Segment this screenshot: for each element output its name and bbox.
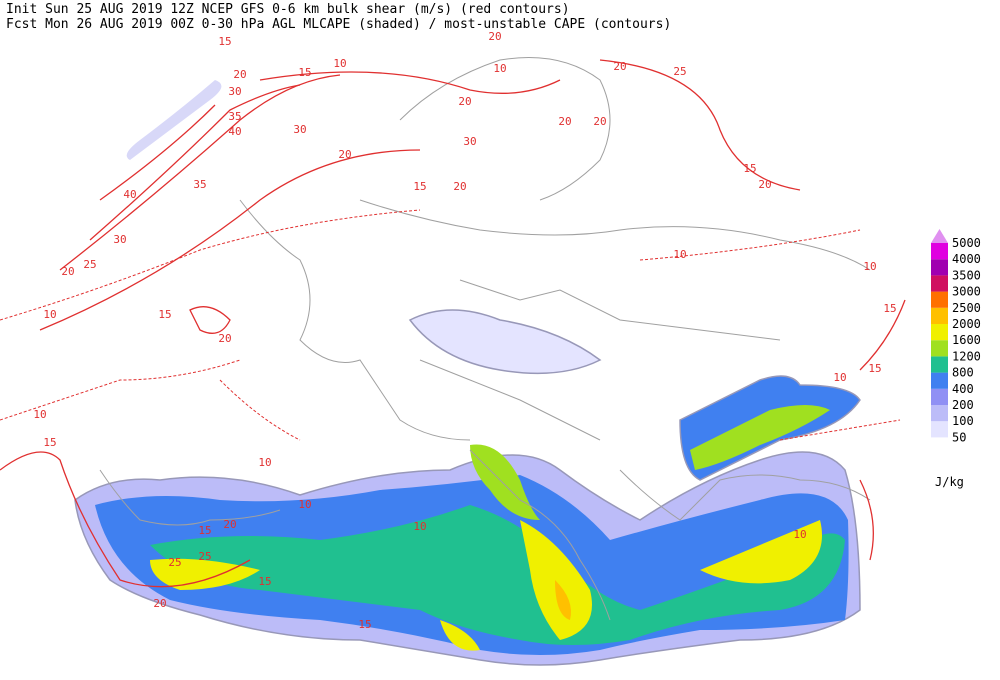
legend-swatch	[931, 275, 948, 292]
contour-label: 20	[153, 597, 166, 610]
contour-label: 10	[33, 408, 46, 421]
contour-label: 15	[883, 302, 896, 315]
legend-label: 1200	[952, 349, 981, 363]
contour-label: 15	[43, 436, 56, 449]
shear-contours-dashed	[0, 209, 901, 441]
legend-label: 3500	[952, 268, 981, 282]
contour-label: 25	[168, 556, 181, 569]
legend-unit: J/kg	[935, 475, 964, 489]
shear-contours	[0, 59, 906, 588]
legend-extend	[931, 229, 948, 243]
contour-label: 10	[43, 308, 56, 321]
contour-label: 15	[218, 35, 231, 48]
legend-label: 50	[952, 430, 966, 444]
contour-label: 10	[298, 498, 311, 511]
contour-label: 20	[488, 30, 501, 43]
contour-label: 15	[198, 524, 211, 537]
contour-label: 20	[558, 115, 571, 128]
legend-label: 2500	[952, 301, 981, 315]
contour-label: 15	[868, 362, 881, 375]
contour-label: 10	[258, 456, 271, 469]
legend-swatch	[931, 291, 948, 308]
legend-label: 800	[952, 366, 974, 380]
legend-label: 1600	[952, 333, 981, 347]
contour-label: 20	[458, 95, 471, 108]
legend-swatch	[931, 421, 948, 438]
legend-label: 2000	[952, 317, 981, 331]
contour-label: 30	[228, 85, 241, 98]
coastlines	[99, 57, 871, 621]
legend-swatch	[931, 372, 948, 389]
contour-label: 30	[113, 233, 126, 246]
header-line: Fcst Mon 26 AUG 2019 00Z 0-30 hPa AGL ML…	[6, 17, 671, 32]
contour-label: 20	[338, 148, 351, 161]
contour-label: 20	[218, 332, 231, 345]
contour-label: 10	[493, 62, 506, 75]
contour-label: 20	[223, 518, 236, 531]
contour-label: 15	[743, 162, 756, 175]
legend-swatch	[931, 340, 948, 357]
contour-label: 40	[228, 125, 241, 138]
legend-label: 400	[952, 382, 974, 396]
contour-label: 35	[228, 110, 241, 123]
cape-shading	[74, 80, 861, 666]
contour-label: 15	[158, 308, 171, 321]
contour-label: 25	[83, 258, 96, 271]
contour-label: 40	[123, 188, 136, 201]
contour-label: 10	[413, 520, 426, 533]
contour-label: 20	[453, 180, 466, 193]
legend-label: 100	[952, 414, 974, 428]
contour-label: 15	[413, 180, 426, 193]
contour-label: 10	[833, 371, 846, 384]
legend-label: 5000	[952, 236, 981, 250]
legend-label: 4000	[952, 252, 981, 266]
legend-swatch	[931, 388, 948, 405]
contour-label: 15	[298, 66, 311, 79]
contour-label: 10	[673, 248, 686, 261]
contour-label: 15	[358, 618, 371, 631]
legend-swatch	[931, 356, 948, 373]
contour-label: 25	[198, 550, 211, 563]
contour-label: 20	[758, 178, 771, 191]
contour-label: 10	[863, 260, 876, 273]
contour-label: 25	[673, 65, 686, 78]
contour-label: 20	[233, 68, 246, 81]
legend-swatch	[931, 259, 948, 276]
contour-label: 10	[793, 528, 806, 541]
legend: 50 100 200 400 800 1200 1600 2000 2500 3000 3500 40…	[931, 229, 981, 489]
legend-label: 200	[952, 398, 974, 412]
contour-label: 20	[593, 115, 606, 128]
contour-label: 30	[463, 135, 476, 148]
legend-swatch	[931, 324, 948, 341]
legend-swatch	[931, 307, 948, 324]
legend-swatch	[931, 243, 948, 260]
contour-label: 20	[613, 60, 626, 73]
contour-label: 10	[333, 57, 346, 70]
contour-label: 15	[258, 575, 271, 588]
header-line: Init Sun 25 AUG 2019 12Z NCEP GFS 0-6 km…	[6, 2, 570, 17]
contour-label: 20	[61, 265, 74, 278]
contour-label: 35	[193, 178, 206, 191]
legend-label: 3000	[952, 285, 981, 299]
contour-label: 30	[293, 123, 306, 136]
legend-swatch	[931, 405, 948, 422]
